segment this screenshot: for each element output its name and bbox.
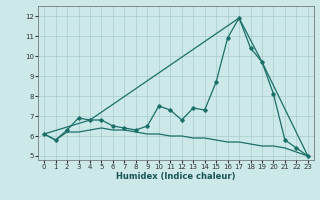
X-axis label: Humidex (Indice chaleur): Humidex (Indice chaleur)	[116, 172, 236, 181]
